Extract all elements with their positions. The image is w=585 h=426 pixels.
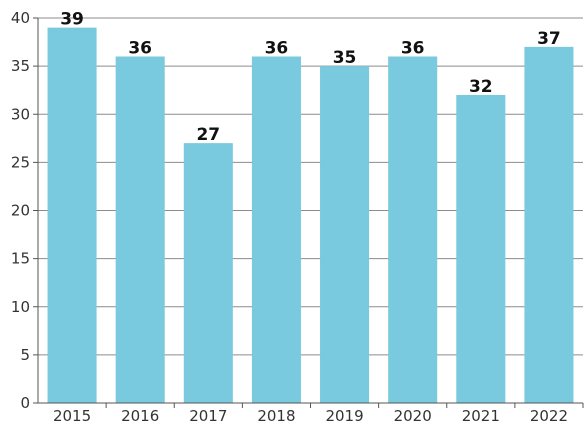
x-tick-label: 2016 <box>121 407 159 425</box>
data-label: 27 <box>196 125 220 145</box>
y-tick-label: 25 <box>11 153 30 171</box>
x-tick-label: 2015 <box>53 407 91 425</box>
bar <box>251 56 301 403</box>
y-tick-label: 40 <box>11 9 30 27</box>
data-label: 36 <box>128 39 152 59</box>
y-tick-label: 20 <box>11 202 30 220</box>
bar <box>388 56 438 403</box>
axes <box>37 18 584 408</box>
y-tick-label: 0 <box>20 394 30 412</box>
y-tick-label: 10 <box>11 298 30 316</box>
bars <box>47 27 574 403</box>
x-tick-label: 2022 <box>530 407 568 425</box>
y-tick-label: 15 <box>11 250 30 268</box>
x-tick-label: 2018 <box>257 407 295 425</box>
y-tick-label: 30 <box>11 105 30 123</box>
bar <box>115 56 165 403</box>
data-label: 32 <box>469 77 493 97</box>
bar <box>183 143 233 403</box>
bar <box>456 95 506 403</box>
x-tick-label: 2020 <box>394 407 432 425</box>
bar <box>47 27 97 403</box>
data-label: 36 <box>401 39 425 59</box>
bar <box>524 46 574 403</box>
x-tick-label: 2019 <box>325 407 363 425</box>
labels: 0 5 10 15 20 25 30 35 40 2015 39 2016 36 2017 27 2018 36… <box>11 9 568 425</box>
y-tick-label: 35 <box>11 57 30 75</box>
data-label: 35 <box>333 48 357 68</box>
data-label: 37 <box>537 29 561 49</box>
bar <box>320 66 370 403</box>
data-label: 36 <box>265 39 289 59</box>
x-tick-label: 2021 <box>462 407 500 425</box>
x-tick-label: 2017 <box>189 407 227 425</box>
y-tick-label: 5 <box>20 346 30 364</box>
data-label: 39 <box>60 10 84 30</box>
